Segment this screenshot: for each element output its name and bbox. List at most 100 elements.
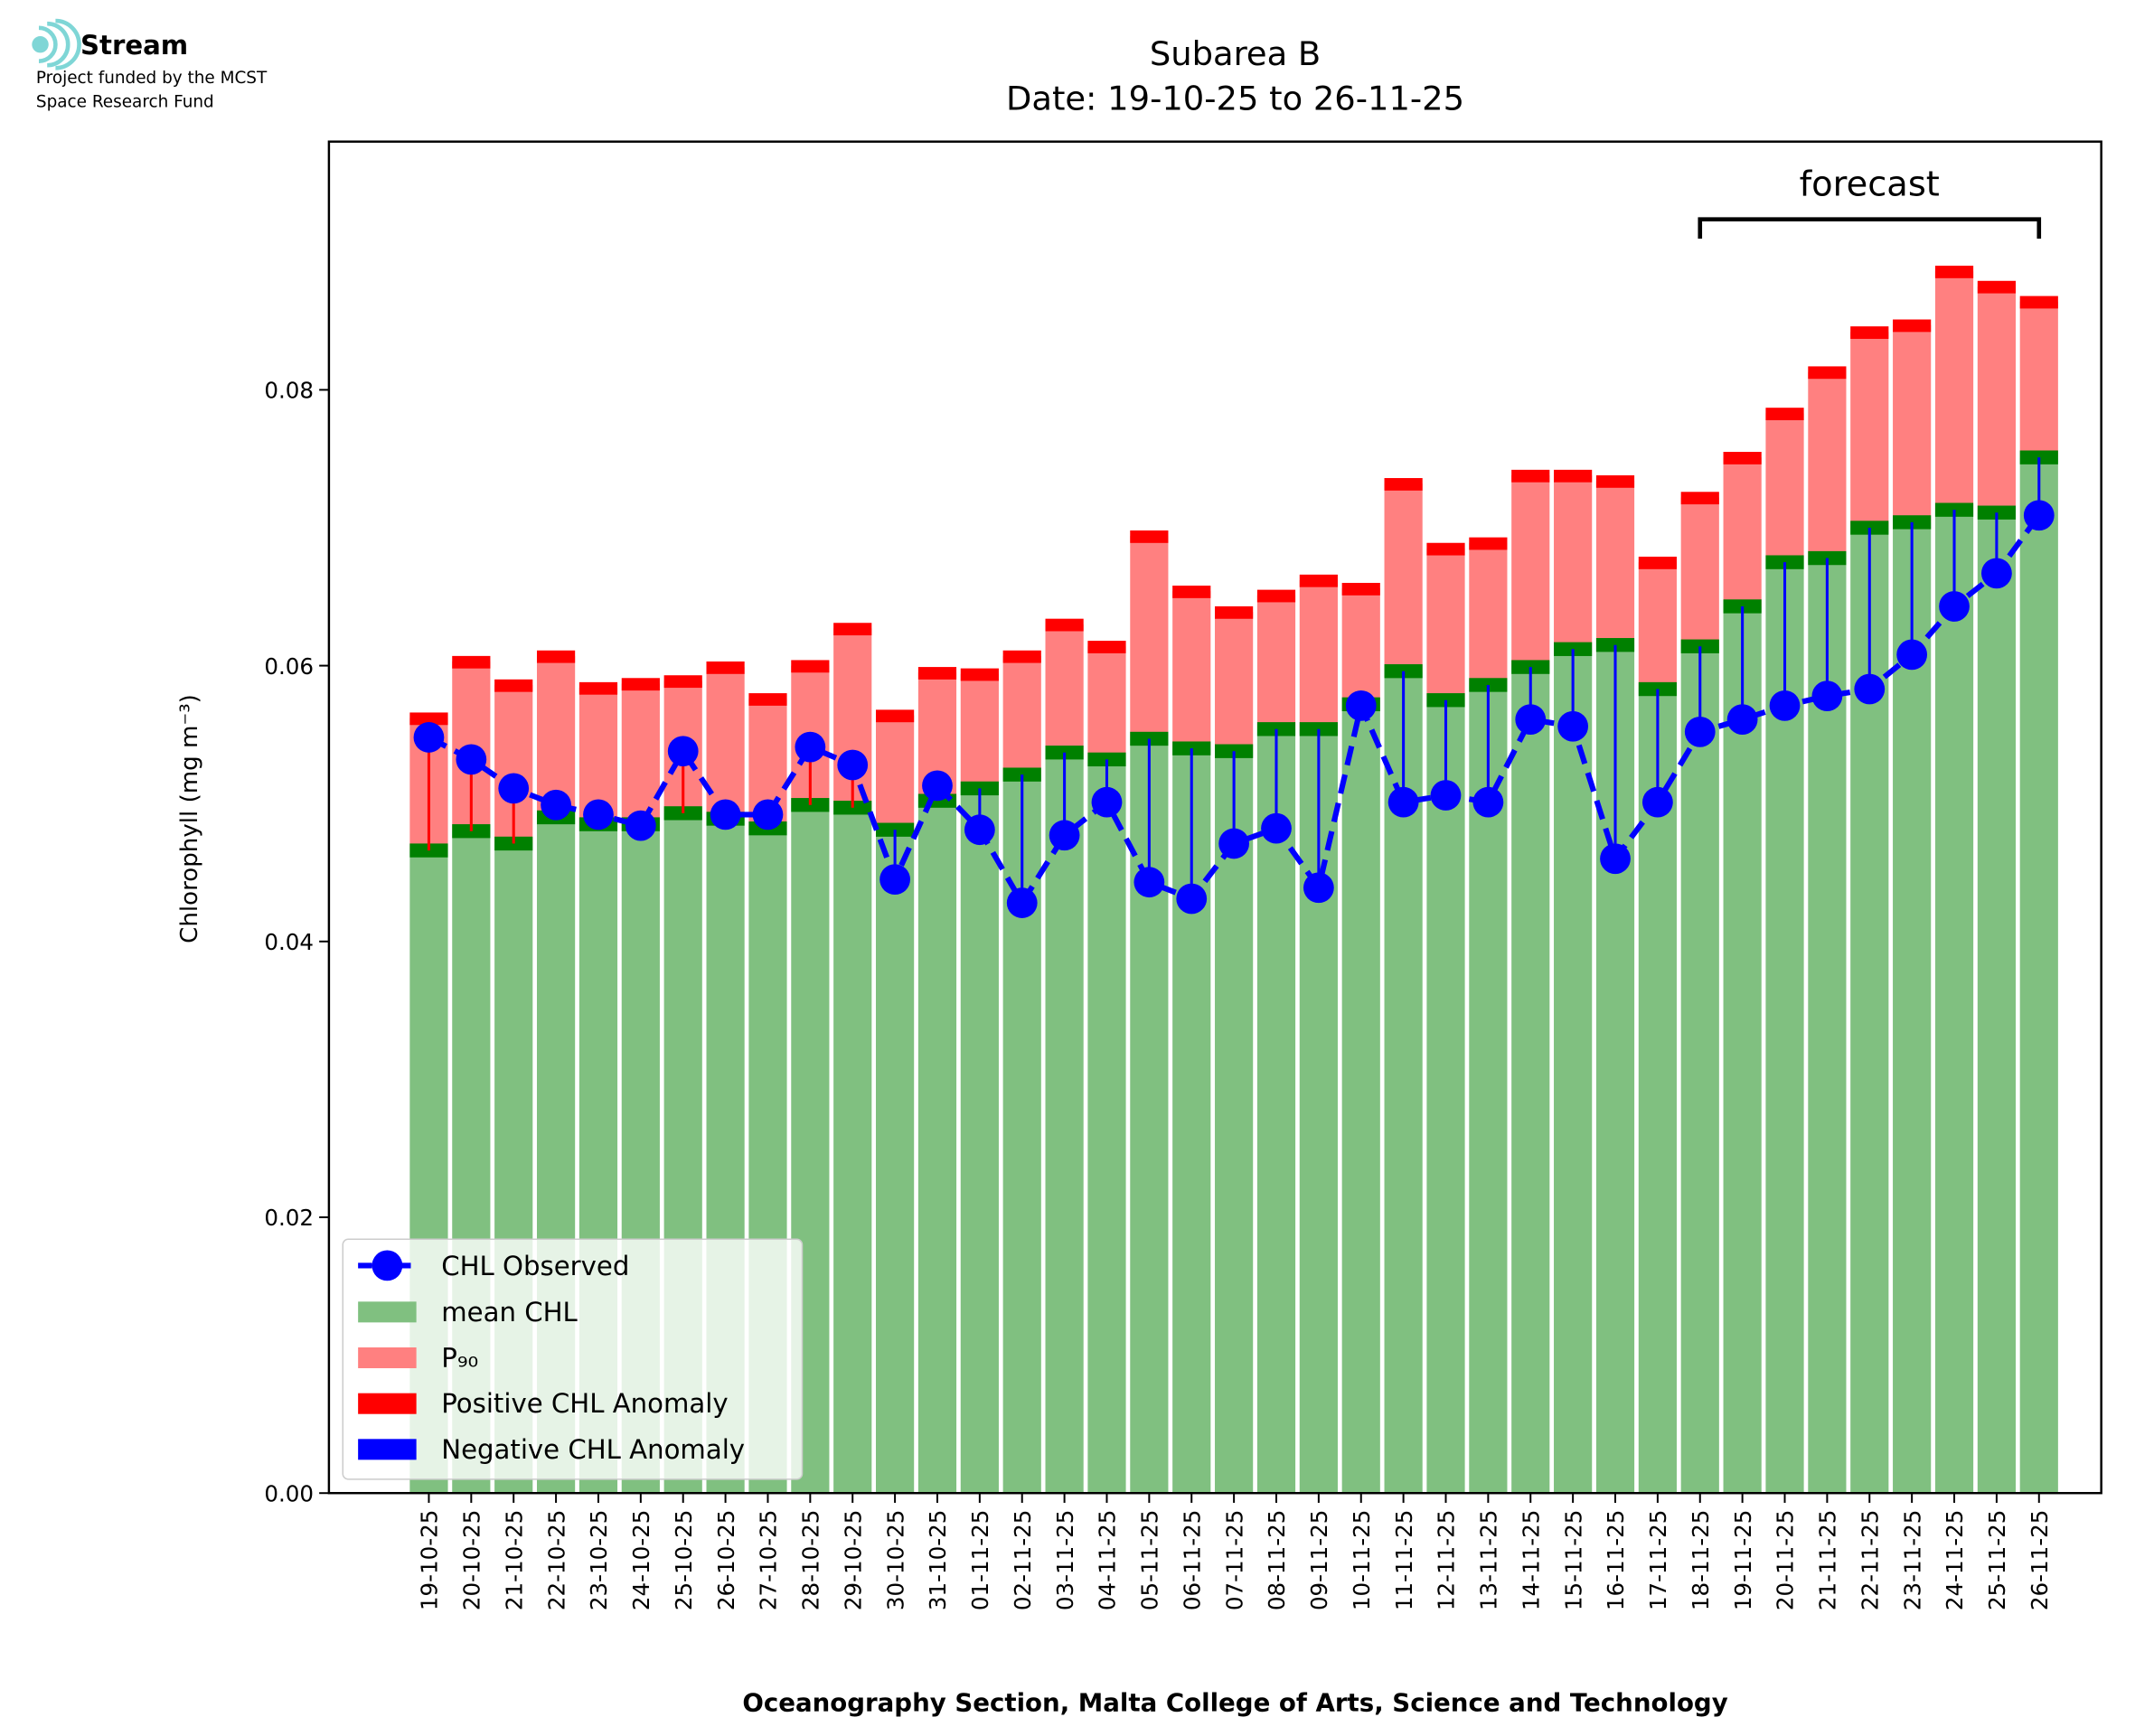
p90-line — [1977, 280, 2016, 294]
plot-frame — [327, 140, 2102, 1495]
legend-swatch — [358, 1301, 417, 1323]
mean-bar — [1934, 510, 1974, 1494]
observed-marker — [795, 731, 826, 763]
legend-label: Positive CHL Anomaly — [441, 1388, 728, 1419]
y-tick-label: 0.06 — [264, 653, 314, 680]
x-tick-label: 23-11-25 — [1899, 1510, 1925, 1610]
p90-bar — [1680, 497, 1719, 647]
observed-marker — [625, 810, 656, 841]
x-tick-label: 19-11-25 — [1730, 1510, 1756, 1610]
p90-line — [1002, 650, 1041, 663]
x-tick-label: 22-11-25 — [1857, 1510, 1883, 1610]
observed-marker — [1684, 716, 1716, 747]
observed-marker — [667, 736, 699, 767]
p90-bar — [1850, 332, 1889, 528]
mean-bar — [1511, 667, 1550, 1494]
x-tick-label: 30-10-25 — [882, 1510, 908, 1610]
p90-line — [1130, 530, 1169, 543]
observed-marker — [964, 814, 995, 846]
p90-bar — [1341, 588, 1380, 705]
observed-marker — [583, 799, 614, 830]
observed-marker — [1049, 820, 1080, 851]
p90-bar — [2019, 301, 2058, 458]
x-tick-label: 26-10-25 — [713, 1510, 739, 1610]
x-tick-label: 01-11-25 — [967, 1510, 993, 1610]
p90-line — [706, 661, 745, 674]
p90-line — [1045, 618, 1084, 632]
forecast-bracket — [1698, 217, 2042, 239]
observed-marker — [1133, 867, 1165, 898]
p90-bar — [876, 715, 915, 830]
logo-dot — [32, 36, 49, 53]
x-axis-label: Oceanography Section, Malta College of A… — [742, 1687, 1727, 1717]
p90-bar — [1977, 286, 2016, 513]
y-tick-label: 0.00 — [264, 1480, 314, 1506]
observed-marker — [1557, 710, 1589, 742]
p90-bar — [1893, 324, 1932, 522]
p90-bar — [1215, 612, 1254, 752]
x-tick-label: 08-11-25 — [1264, 1510, 1290, 1610]
mean-bar — [1469, 684, 1508, 1494]
p90-line — [1723, 452, 1762, 464]
p90-bar — [1130, 536, 1169, 739]
p90-line — [2019, 296, 2058, 309]
mean-bar — [960, 788, 999, 1494]
observed-marker — [752, 799, 784, 830]
p90-line — [578, 681, 618, 695]
p90-line — [1850, 326, 1889, 339]
p90-bar — [621, 683, 660, 825]
observed-marker — [1939, 591, 1970, 622]
observed-marker — [1472, 786, 1504, 818]
x-tick-label: 02-11-25 — [1010, 1510, 1036, 1610]
p90-line — [1595, 474, 1635, 488]
p90-line — [960, 668, 999, 681]
logo: Stream Project funded by the MCST Space … — [32, 18, 268, 111]
p90-line — [1638, 556, 1677, 569]
observed-marker — [879, 864, 910, 896]
x-tick-label: 24-11-25 — [1942, 1510, 1968, 1610]
p90-bar — [1172, 591, 1211, 749]
x-tick-label: 20-10-25 — [459, 1510, 485, 1610]
p90-line — [1087, 641, 1126, 653]
x-tick-label: 05-11-25 — [1137, 1510, 1163, 1610]
p90-bar — [706, 667, 745, 819]
x-tick-label: 27-10-25 — [756, 1510, 782, 1610]
mean-bar — [2019, 457, 2058, 1494]
p90-line — [1215, 605, 1254, 619]
p90-line — [494, 679, 533, 692]
x-tick-label: 31-10-25 — [925, 1510, 951, 1610]
mean-bar — [1256, 728, 1296, 1494]
x-tick-label: 06-11-25 — [1179, 1510, 1205, 1610]
observed-marker — [1769, 690, 1801, 721]
p90-line — [663, 675, 702, 689]
observed-marker — [1811, 680, 1843, 712]
y-tick-label: 0.04 — [264, 929, 314, 955]
observed-marker — [1303, 872, 1334, 904]
p90-line — [1341, 582, 1380, 596]
p90-bar — [1045, 624, 1084, 753]
mean-bar — [833, 807, 872, 1494]
x-tick-label: 17-11-25 — [1645, 1510, 1671, 1610]
mean-bar — [1808, 558, 1847, 1494]
p90-line — [833, 623, 872, 636]
p90-line — [1469, 537, 1508, 550]
legend-marker — [372, 1250, 403, 1281]
p90-bar — [1299, 579, 1338, 729]
observed-marker — [1430, 780, 1462, 811]
x-tick-label: 23-10-25 — [586, 1510, 612, 1610]
p90-line — [1893, 319, 1932, 333]
mean-bar — [1341, 704, 1380, 1494]
p90-bar — [1002, 655, 1041, 775]
observed-marker — [1726, 704, 1758, 735]
p90-line — [1808, 366, 1847, 380]
mean-bar — [1977, 512, 2016, 1494]
p90-line — [1765, 408, 1804, 421]
legend-swatch — [358, 1393, 417, 1414]
x-tick-label: 12-11-25 — [1434, 1510, 1460, 1610]
logo-text: Space Research Fund — [36, 92, 214, 111]
mean-bar — [1045, 752, 1084, 1494]
p90-line — [1256, 589, 1296, 603]
x-tick-label: 19-10-25 — [417, 1510, 443, 1610]
legend-swatch — [358, 1347, 417, 1369]
p90-line — [452, 655, 491, 669]
